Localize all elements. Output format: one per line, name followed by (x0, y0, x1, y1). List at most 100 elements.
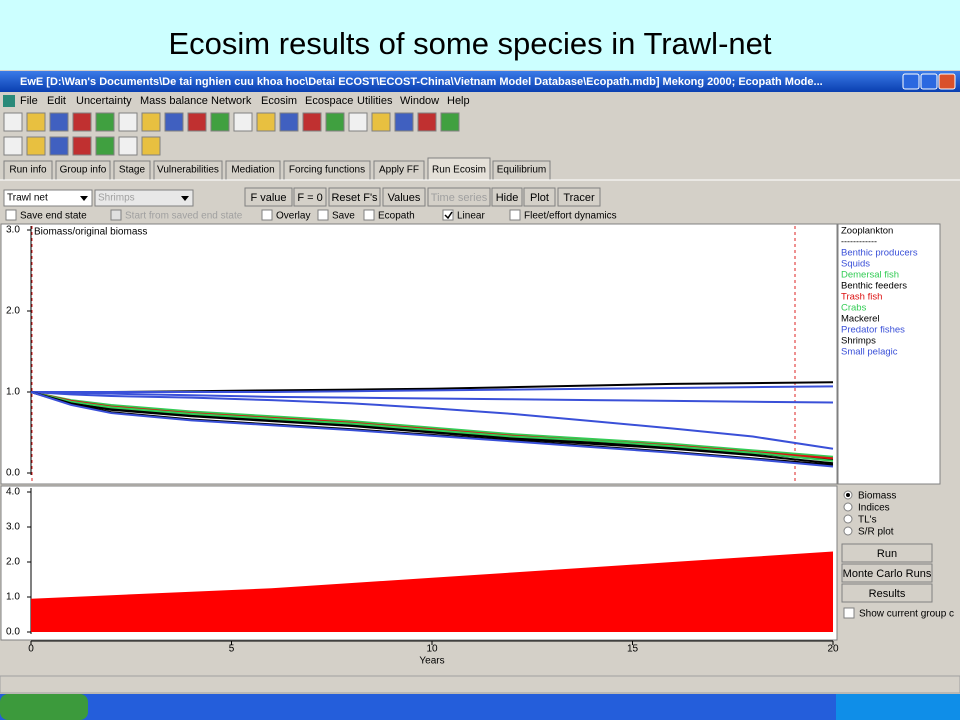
y-tick-label: 0.0 (6, 468, 20, 479)
menu-item[interactable]: Utilities (357, 95, 393, 107)
toolbar-icon[interactable] (3, 136, 23, 156)
tab-label: Stage (119, 165, 146, 176)
menu-item[interactable]: Network (211, 95, 252, 107)
button[interactable] (382, 187, 426, 207)
radio-dot (846, 493, 850, 497)
checkbox[interactable] (317, 209, 329, 221)
toolbar-icon[interactable] (141, 112, 161, 132)
tab-label: Equilibrium (497, 165, 546, 176)
toolbar-icon[interactable] (279, 112, 299, 132)
checkbox-label: Fleet/effort dynamics (524, 211, 617, 222)
checkbox[interactable] (843, 607, 855, 619)
toolbar-icon[interactable] (26, 136, 46, 156)
button[interactable] (244, 187, 293, 207)
toolbar-icon[interactable] (118, 136, 138, 156)
checkbox-label: Start from saved end state (125, 211, 243, 222)
checkbox[interactable] (442, 209, 454, 221)
tab-label: Group info (60, 165, 107, 176)
toolbar-icon[interactable] (49, 136, 69, 156)
dropdown-value: Trawl net (7, 193, 48, 204)
legend-entry: Small pelagic (841, 347, 898, 358)
area (31, 551, 833, 632)
menu-item[interactable]: File (20, 95, 38, 107)
checkbox[interactable] (5, 209, 17, 221)
start-button[interactable] (0, 694, 88, 720)
toolbar-icon[interactable] (95, 136, 115, 156)
upper-plot-bg (0, 223, 838, 485)
legend-entry: Mackerel (841, 314, 880, 325)
checkbox-label: Save end state (20, 211, 87, 222)
y-tick-label: 3.0 (6, 522, 20, 533)
toolbar-icon[interactable] (233, 112, 253, 132)
button[interactable] (293, 187, 327, 207)
menu-item[interactable]: Uncertainty (76, 95, 132, 107)
button[interactable] (427, 187, 491, 207)
legend-entry: Benthic feeders (841, 281, 907, 292)
button[interactable] (557, 187, 601, 207)
menu-item[interactable]: Help (447, 95, 470, 107)
toolbar-icon[interactable] (348, 112, 368, 132)
button[interactable] (328, 187, 381, 207)
legend-entry: Trash fish (841, 292, 882, 303)
legend-entry: Zooplankton (841, 226, 893, 237)
toolbar-icon[interactable] (440, 112, 460, 132)
toolbar-icon[interactable] (325, 112, 345, 132)
checkbox[interactable] (509, 209, 521, 221)
legend-box (837, 223, 941, 485)
menu-item[interactable]: Edit (47, 95, 66, 107)
toolbar-icon[interactable] (210, 112, 230, 132)
radio[interactable] (843, 502, 853, 512)
toolbar-icon[interactable] (3, 112, 23, 132)
button[interactable] (491, 187, 523, 207)
toolbar-icon[interactable] (187, 112, 207, 132)
toolbar-icon[interactable] (417, 112, 437, 132)
radio[interactable] (843, 526, 853, 536)
taskbar (0, 694, 960, 720)
toolbar-icon[interactable] (164, 112, 184, 132)
toolbar-icon[interactable] (371, 112, 391, 132)
x-tick-label: 10 (426, 644, 438, 655)
toolbar-icon[interactable] (49, 112, 69, 132)
radio[interactable] (843, 514, 853, 524)
x-tick-label: 5 (229, 644, 235, 655)
minimize-button[interactable] (902, 73, 920, 90)
side-button-label: Results (869, 588, 906, 600)
button[interactable] (523, 187, 556, 207)
checkbox[interactable] (363, 209, 375, 221)
y-tick-label: 0.0 (6, 627, 20, 638)
menu-item[interactable]: Mass balance (140, 95, 208, 107)
menu-item[interactable]: Ecosim (261, 95, 297, 107)
series-line (30, 391, 834, 450)
side-button[interactable] (841, 563, 933, 583)
checkbox[interactable] (261, 209, 273, 221)
maximize-button[interactable] (920, 73, 938, 90)
radio-label: Biomass (858, 491, 896, 502)
toolbar-icon[interactable] (72, 112, 92, 132)
radio-label: TL's (858, 515, 877, 526)
toolbar-icon[interactable] (95, 112, 115, 132)
side-button[interactable] (841, 583, 933, 603)
toolbar-icon[interactable] (141, 136, 161, 156)
checkbox[interactable] (110, 209, 122, 221)
tab-label: Mediation (231, 165, 274, 176)
dropdown[interactable] (3, 189, 93, 207)
tab-label: Vulnerabilities (157, 165, 219, 176)
menu-item[interactable]: Window (400, 95, 439, 107)
y-axis-label: Biomass/original biomass (34, 227, 147, 238)
y-tick-label: 1.0 (6, 387, 20, 398)
toolbar-icon[interactable] (26, 112, 46, 132)
button-label: F value (250, 192, 286, 204)
toolbar-icon[interactable] (256, 112, 276, 132)
toolbar-icon[interactable] (302, 112, 322, 132)
dropdown[interactable] (94, 189, 194, 207)
legend-entry: Predator fishes (841, 325, 905, 336)
x-tick-label: 0 (28, 644, 34, 655)
series-line (30, 391, 834, 404)
tab-label: Run info (9, 165, 47, 176)
toolbar-icon[interactable] (118, 112, 138, 132)
menu-item[interactable]: Ecospace (305, 95, 353, 107)
close-button[interactable] (938, 73, 956, 90)
side-button[interactable] (841, 543, 933, 563)
toolbar-icon[interactable] (394, 112, 414, 132)
toolbar-icon[interactable] (72, 136, 92, 156)
